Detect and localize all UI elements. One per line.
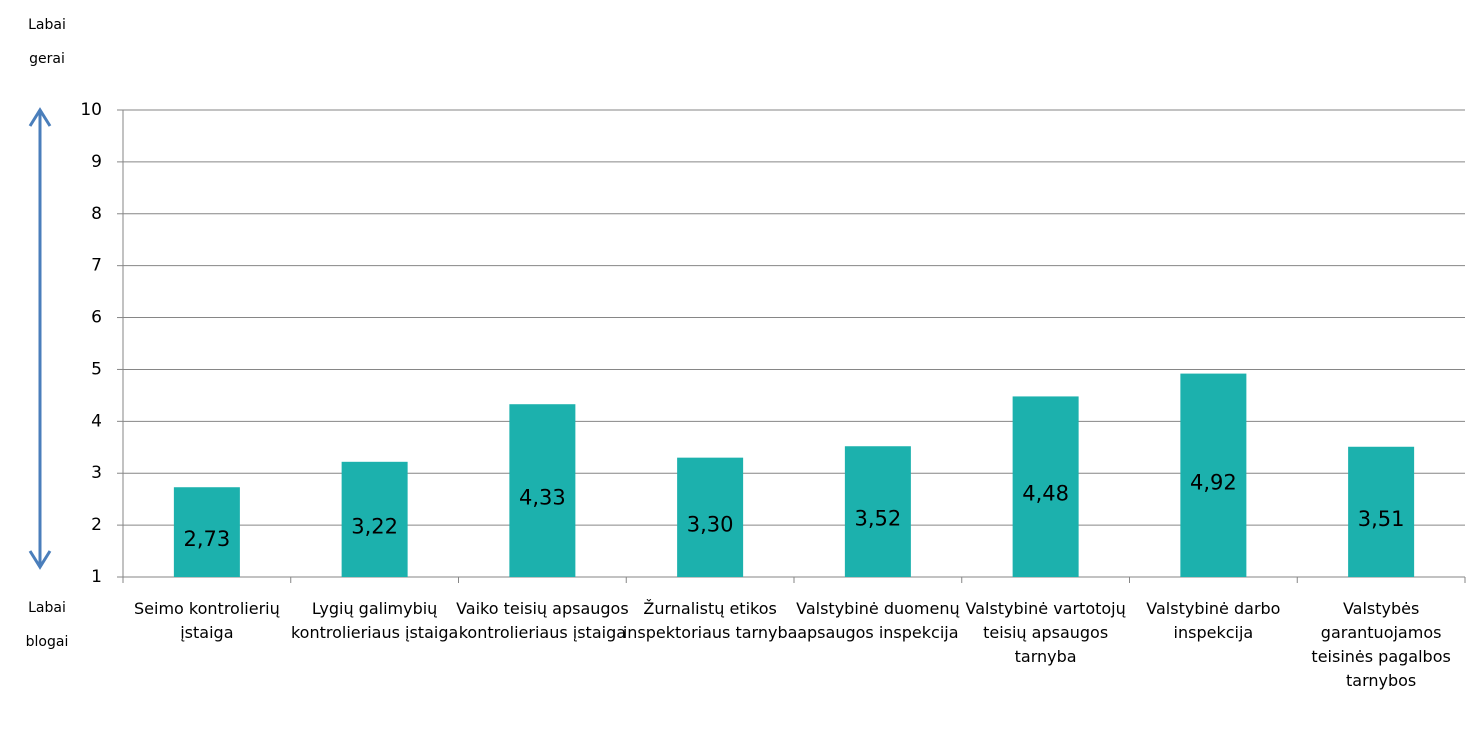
y-tick-label: 1 bbox=[91, 567, 102, 587]
x-tick-label: Seimo kontrolierių įstaiga bbox=[134, 599, 280, 642]
value-label: 3,22 bbox=[351, 514, 398, 538]
y-tick-label: 3 bbox=[91, 463, 102, 483]
bar bbox=[677, 457, 744, 577]
bar bbox=[173, 487, 240, 577]
arrow-head bbox=[28, 107, 52, 127]
y-tick-label: 2 bbox=[91, 515, 102, 535]
x-tick-label: Valstybės garantuojamos teisinės pagalbo… bbox=[1311, 599, 1451, 690]
y-tick-label: 7 bbox=[91, 256, 102, 276]
y-tick-label: 4 bbox=[91, 411, 102, 431]
value-label: 4,33 bbox=[519, 486, 566, 510]
annotation: Labai blogai bbox=[25, 600, 69, 650]
bar bbox=[1180, 373, 1247, 577]
value-label: 4,48 bbox=[1022, 482, 1069, 506]
value-label: 3,52 bbox=[854, 507, 901, 531]
arrow-head bbox=[28, 550, 52, 570]
y-tick-label: 10 bbox=[80, 100, 102, 120]
y-tick-label: 6 bbox=[91, 308, 102, 328]
y-tick-label: 9 bbox=[91, 152, 102, 172]
value-label: 2,73 bbox=[183, 527, 230, 551]
x-tick-label: Valstybinė duomenų apsaugos inspekcija bbox=[796, 599, 960, 642]
x-tick-label: Žurnalistų etikos inspektoriaus tarnyba bbox=[622, 599, 798, 642]
bar bbox=[1012, 396, 1079, 577]
bar bbox=[1348, 446, 1415, 577]
value-label: 3,51 bbox=[1358, 507, 1405, 531]
annotation: Labai gerai bbox=[28, 17, 66, 67]
x-tick-label: Lygių galimybių kontrolieriaus įstaiga bbox=[290, 599, 459, 642]
bar bbox=[844, 446, 911, 577]
x-tick-label: Valstybinė darbo inspekcija bbox=[1146, 599, 1281, 642]
value-label: 4,92 bbox=[1190, 470, 1237, 494]
x-tick-label: Vaiko teisių apsaugos kontrolieriaus įst… bbox=[456, 599, 629, 642]
bar bbox=[509, 404, 576, 577]
bar bbox=[341, 461, 408, 577]
y-tick-label: 5 bbox=[91, 359, 102, 379]
x-tick-label: Valstybinė vartotojų teisių apsaugos tar… bbox=[965, 599, 1126, 666]
value-label: 3,30 bbox=[687, 512, 734, 536]
y-tick-label: 8 bbox=[91, 204, 102, 224]
